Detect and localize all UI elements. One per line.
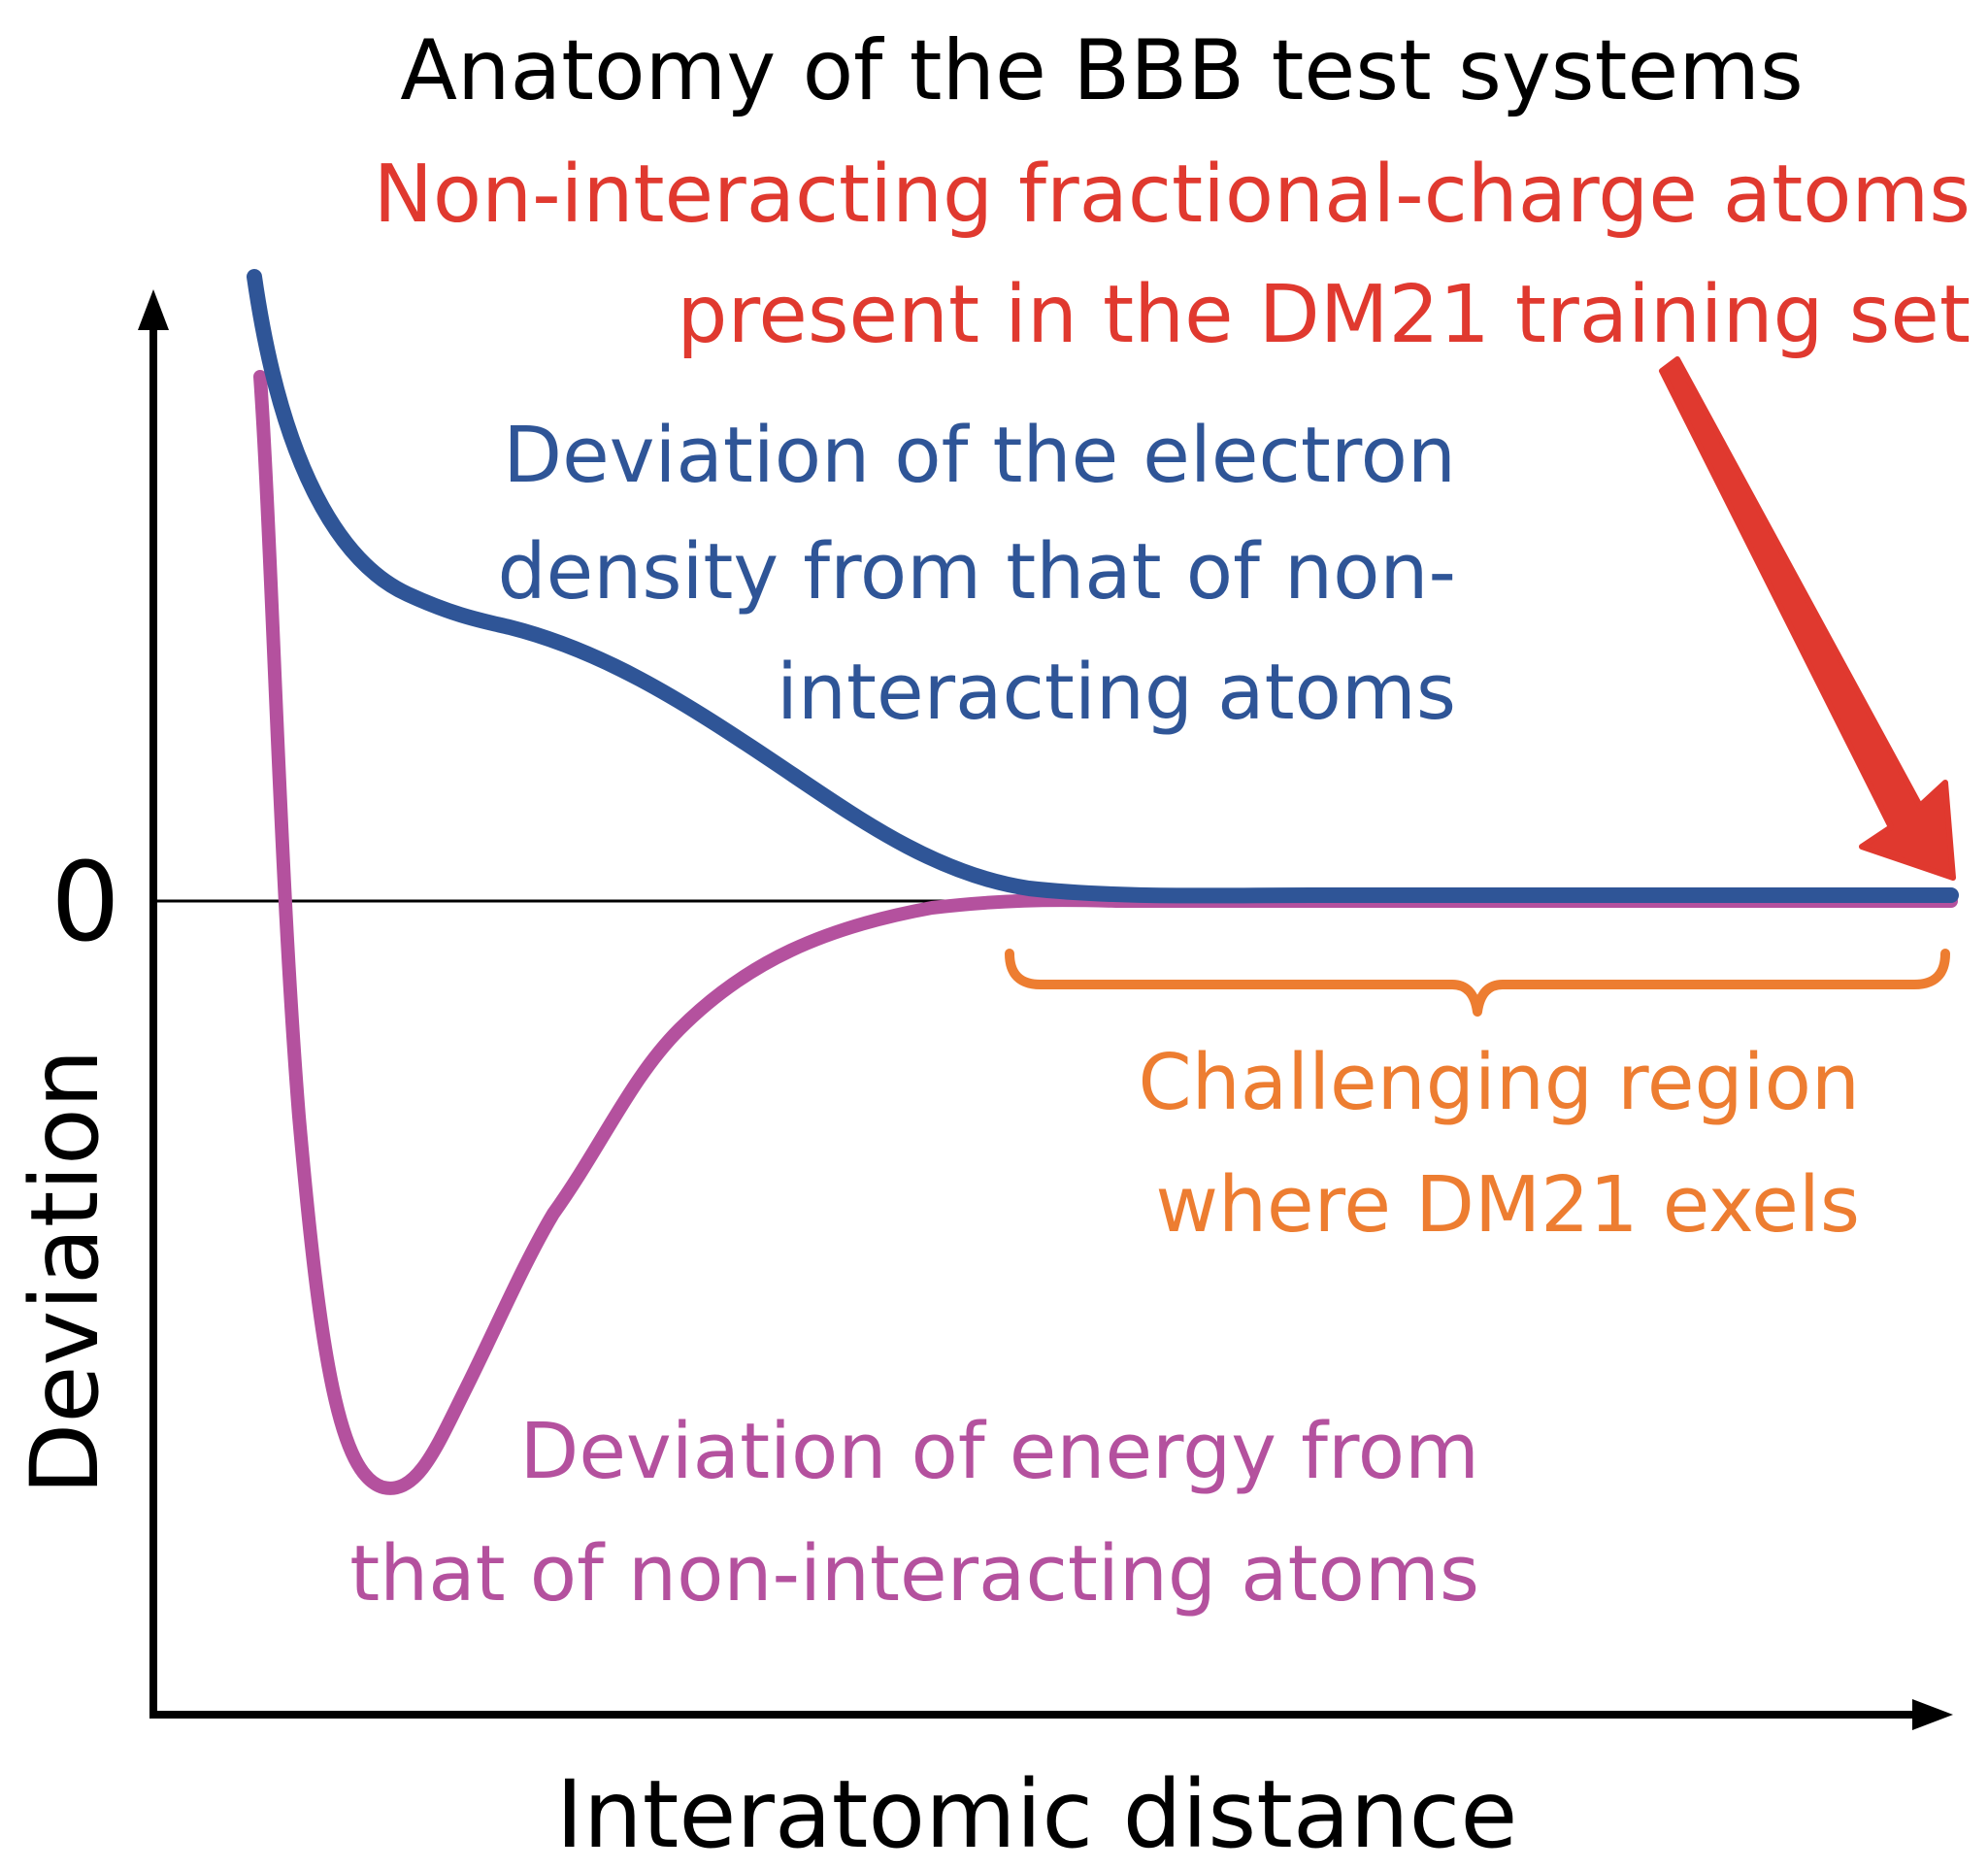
x-axis-label: Interatomic distance	[556, 1760, 1518, 1869]
y-axis-arrowhead	[138, 289, 169, 330]
density-label-line-1: Deviation of the electron	[503, 411, 1456, 500]
y-axis-label: Deviation	[11, 1049, 119, 1494]
training-set-arrow	[1659, 356, 1956, 881]
density-deviation-curve	[247, 269, 1959, 904]
challenging-region-brace	[1005, 949, 1950, 1017]
zero-label: 0	[50, 840, 119, 966]
region-label-line-2: where DM21 exels	[1155, 1160, 1860, 1250]
training-set-label-line-2: present in the DM21 training set	[677, 269, 1971, 361]
training-set-label-line-1: Non-interacting fractional-charge atoms	[374, 149, 1971, 241]
region-label-line-1: Challenging region	[1139, 1038, 1860, 1127]
energy-label-line-1: Deviation of energy from	[520, 1407, 1479, 1496]
density-label-line-3: interacting atoms	[777, 648, 1456, 737]
x-axis-arrowhead	[1912, 1699, 1953, 1730]
energy-deviation-curve	[253, 370, 1958, 1495]
diagram-title: Anatomy of the BBB test systems	[400, 22, 1804, 119]
energy-label-line-2: that of non-interacting atoms	[349, 1529, 1479, 1619]
density-label-line-2: density from that of non-	[498, 527, 1457, 617]
